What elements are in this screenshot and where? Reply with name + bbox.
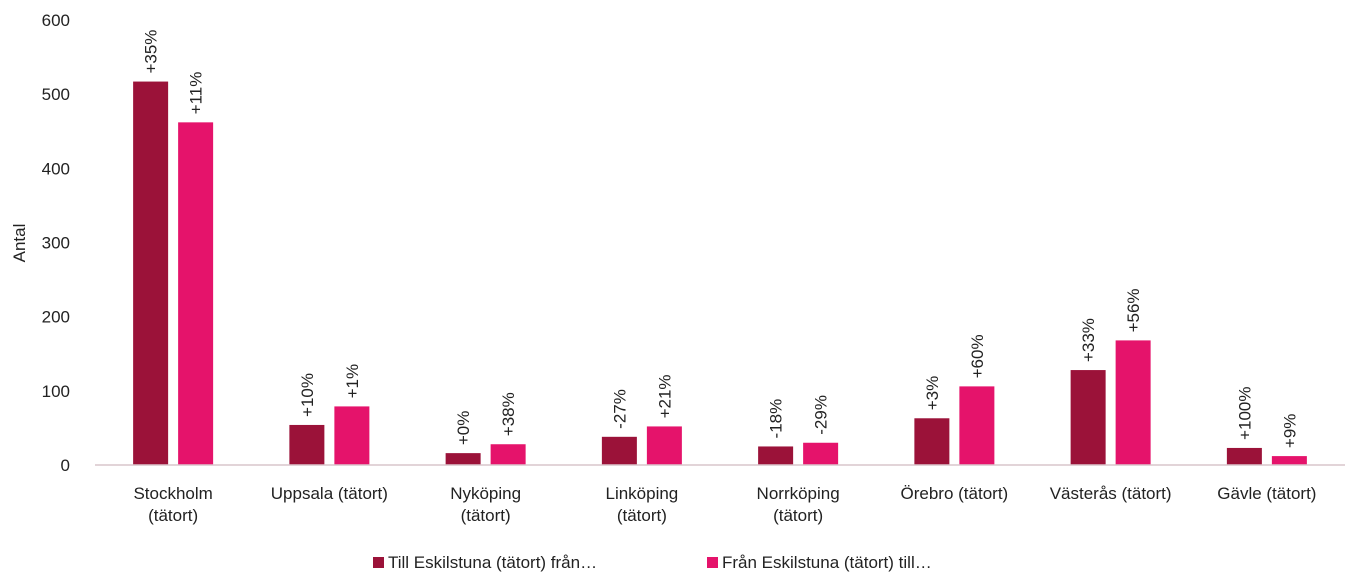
data-label: +10% (298, 373, 317, 417)
data-label: -27% (610, 389, 629, 429)
bar-fran-2 (490, 444, 526, 465)
data-label: +38% (499, 392, 518, 436)
bar-till-2 (445, 453, 481, 465)
bar-till-0 (133, 81, 169, 465)
x-tick-label: Uppsala (tätort) (271, 484, 388, 503)
data-label: +21% (655, 374, 674, 418)
data-labels: +35% +11% +10% +1% +0% +38% -27% +21% -18% -29% +3… (142, 30, 1300, 448)
x-tick-label: Nyköping (450, 484, 521, 503)
data-label: +0% (454, 411, 473, 446)
legend-label-1: Från Eskilstuna (tätort) till… (722, 553, 932, 572)
y-axis-label: Antal (10, 224, 29, 263)
data-label: +56% (1124, 288, 1143, 332)
legend-swatch-1 (707, 557, 718, 568)
bar-fran-6 (1115, 340, 1151, 465)
data-label: +3% (923, 376, 942, 411)
bar-till-1 (289, 424, 325, 465)
y-tick-label: 0 (61, 456, 70, 475)
bar-fran-7 (1271, 456, 1307, 465)
data-label: +33% (1079, 318, 1098, 362)
y-tick-label: 400 (42, 159, 70, 178)
x-tick-label: Västerås (tätort) (1050, 484, 1172, 503)
x-tick-label: Stockholm (133, 484, 212, 503)
bar-till-3 (601, 436, 637, 465)
data-label: -18% (767, 399, 786, 439)
data-label: +1% (343, 364, 362, 399)
data-label: +35% (142, 30, 161, 74)
bar-till-6 (1070, 370, 1106, 465)
bar-fran-4 (803, 442, 839, 465)
data-label: -29% (812, 395, 831, 435)
x-tick-label: (tätort) (773, 506, 823, 525)
bar-group (133, 81, 1307, 465)
data-label: +60% (968, 334, 987, 378)
data-label: +9% (1280, 414, 1299, 449)
x-axis: Stockholm (tätort) Uppsala (tätort) Nyköpin… (95, 464, 1345, 525)
x-tick-label: Örebro (tätort) (901, 484, 1009, 503)
x-tick-label: Linköping (605, 484, 678, 503)
bar-fran-0 (178, 122, 214, 465)
y-tick-label: 600 (42, 11, 70, 30)
x-tick-label: Norrköping (757, 484, 840, 503)
x-tick-label: (tätort) (617, 506, 667, 525)
y-tick-label: 100 (42, 382, 70, 401)
y-axis: 0 100 200 300 400 500 600 (42, 11, 70, 475)
y-tick-label: 200 (42, 308, 70, 327)
y-tick-label: 500 (42, 85, 70, 104)
bar-fran-5 (959, 386, 995, 465)
data-label: +11% (187, 72, 206, 115)
bar-till-4 (758, 446, 794, 465)
bar-till-5 (914, 418, 950, 465)
x-tick-label: (tätort) (461, 506, 511, 525)
y-tick-label: 300 (42, 234, 70, 253)
legend-label-0: Till Eskilstuna (tätort) från… (388, 553, 597, 572)
x-tick-label: (tätort) (148, 506, 198, 525)
legend: Till Eskilstuna (tätort) från… Från Eskil… (373, 553, 932, 572)
data-label: +100% (1235, 387, 1254, 440)
legend-swatch-0 (373, 557, 384, 568)
x-tick-label: Gävle (tätort) (1217, 484, 1316, 503)
bar-till-7 (1226, 447, 1262, 465)
bar-fran-3 (646, 426, 682, 465)
bar-fran-1 (334, 406, 370, 465)
